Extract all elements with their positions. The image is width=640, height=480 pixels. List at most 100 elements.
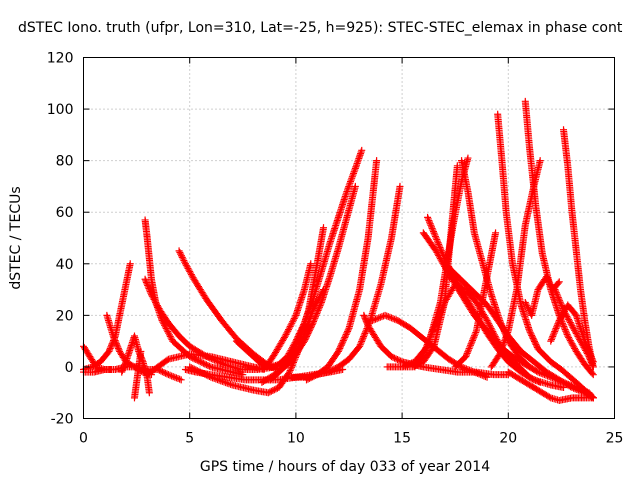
data-point-marker — [429, 327, 437, 335]
data-point-marker — [436, 310, 444, 318]
data-point-marker — [154, 303, 162, 311]
x-axis-label: GPS time / hours of day 033 of year 2014 — [200, 459, 490, 475]
data-point-marker — [546, 279, 554, 287]
data-point-marker — [153, 300, 161, 308]
x-tick-label: 10 — [287, 431, 305, 447]
data-point-marker — [583, 342, 591, 350]
data-point-marker — [331, 364, 339, 372]
data-point-marker — [386, 313, 394, 321]
data-point-marker — [432, 319, 440, 327]
data-point-marker — [480, 372, 488, 380]
plot-frame — [83, 57, 615, 419]
data-point-marker — [358, 336, 366, 344]
data-point-marker — [375, 314, 383, 322]
data-point-marker — [315, 305, 323, 313]
data-point-marker — [166, 371, 174, 379]
data-point-marker — [524, 362, 532, 370]
data-point-marker — [284, 327, 292, 335]
data-point-marker — [501, 337, 509, 345]
data-point-marker — [334, 347, 342, 355]
data-point-marker — [526, 363, 534, 371]
series-30 — [487, 157, 544, 371]
data-point-marker — [316, 302, 324, 310]
data-point-marker — [350, 168, 358, 176]
data-point-marker — [560, 307, 568, 315]
data-point-marker — [567, 338, 575, 346]
data-point-marker — [149, 294, 157, 302]
data-point-marker — [161, 369, 169, 377]
data-point-marker — [558, 312, 566, 320]
data-point-marker — [289, 347, 297, 355]
data-point-marker — [362, 328, 370, 336]
data-point-marker — [180, 257, 188, 265]
data-point-marker — [350, 169, 358, 177]
data-point-marker — [419, 350, 427, 358]
data-point-marker — [547, 337, 555, 345]
data-point-marker — [469, 367, 477, 375]
data-point-marker — [559, 310, 567, 318]
data-point-marker — [174, 375, 182, 383]
data-point-marker — [466, 341, 474, 349]
data-point-marker — [181, 260, 189, 268]
data-point-marker — [424, 215, 432, 223]
data-point-marker — [483, 373, 491, 381]
data-point-marker — [429, 326, 437, 334]
data-point-marker — [521, 298, 529, 306]
data-point-marker — [368, 317, 376, 325]
data-point-marker — [287, 352, 295, 360]
data-point-marker — [286, 354, 294, 362]
data-point-marker — [583, 343, 591, 351]
data-point-marker — [199, 370, 207, 378]
data-point-marker — [287, 321, 295, 329]
data-point-marker — [178, 253, 186, 261]
data-point-marker — [105, 347, 113, 355]
data-point-marker — [500, 338, 508, 346]
data-point-marker — [337, 341, 345, 349]
data-point-marker — [165, 331, 173, 339]
data-point-marker — [192, 366, 200, 374]
data-point-marker — [196, 358, 204, 366]
data-point-marker — [351, 182, 359, 190]
data-point-marker — [467, 367, 475, 375]
data-point-marker — [304, 375, 312, 383]
data-point-marker — [348, 173, 356, 181]
data-point-marker — [202, 361, 210, 369]
data-point-marker — [421, 347, 429, 355]
data-point-marker — [570, 325, 578, 333]
data-point-marker — [187, 364, 195, 372]
data-point-marker — [111, 335, 119, 343]
data-point-marker — [423, 342, 431, 350]
data-point-marker — [172, 374, 180, 382]
data-point-marker — [303, 376, 311, 384]
data-point-marker — [142, 278, 150, 286]
data-point-marker — [433, 236, 441, 244]
data-point-marker — [549, 332, 557, 340]
data-point-marker — [544, 276, 552, 284]
data-point-marker — [468, 338, 476, 346]
data-point-marker — [428, 224, 436, 232]
data-point-marker — [310, 316, 318, 324]
data-point-marker — [186, 363, 194, 371]
data-point-marker — [320, 224, 328, 232]
data-point-marker — [552, 289, 560, 297]
data-point-marker — [182, 261, 190, 269]
data-point-marker — [177, 250, 185, 258]
data-point-marker — [373, 315, 381, 323]
data-point-marker — [144, 283, 152, 291]
data-point-marker — [570, 343, 578, 351]
data-point-marker — [300, 337, 308, 345]
data-point-marker — [568, 322, 576, 330]
data-point-marker — [536, 157, 544, 165]
data-point-marker — [285, 324, 293, 332]
data-point-marker — [199, 359, 207, 367]
data-point-marker — [584, 345, 592, 353]
data-point-marker — [312, 313, 320, 321]
grid — [83, 57, 615, 419]
data-point-marker — [524, 303, 532, 311]
data-point-marker — [141, 275, 149, 283]
data-point-marker — [589, 394, 597, 402]
data-points — [80, 97, 597, 404]
series-28 — [451, 229, 500, 371]
data-point-marker — [568, 384, 576, 392]
data-point-marker — [360, 333, 368, 341]
